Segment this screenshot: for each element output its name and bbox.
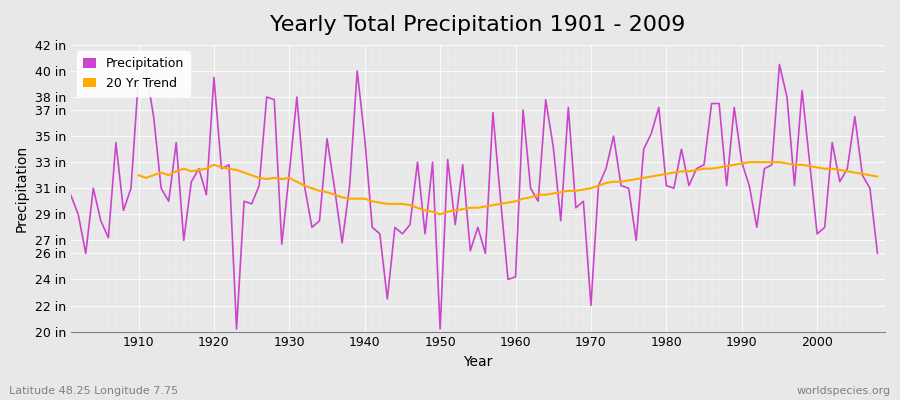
- Line: 20 Yr Trend: 20 Yr Trend: [139, 162, 878, 214]
- Precipitation: [872, 251, 883, 256]
- Precipitation: [231, 326, 242, 331]
- Precipitation: [148, 114, 159, 119]
- 20 Yr Trend: [133, 173, 144, 178]
- 20 Yr Trend: [329, 192, 340, 197]
- 20 Yr Trend: [872, 174, 883, 179]
- Precipitation: [66, 192, 77, 197]
- Precipitation: [194, 166, 204, 171]
- Precipitation: [789, 183, 800, 188]
- Precipitation: [450, 222, 461, 227]
- Y-axis label: Precipitation: Precipitation: [15, 145, 29, 232]
- Precipitation: [767, 162, 778, 167]
- 20 Yr Trend: [721, 164, 732, 168]
- Text: worldspecies.org: worldspecies.org: [796, 386, 891, 396]
- Title: Yearly Total Precipitation 1901 - 2009: Yearly Total Precipitation 1901 - 2009: [270, 15, 686, 35]
- Legend: Precipitation, 20 Yr Trend: Precipitation, 20 Yr Trend: [76, 51, 190, 96]
- 20 Yr Trend: [744, 160, 755, 164]
- Precipitation: [714, 101, 724, 106]
- X-axis label: Year: Year: [464, 355, 492, 369]
- 20 Yr Trend: [533, 192, 544, 197]
- Line: Precipitation: Precipitation: [71, 64, 878, 329]
- 20 Yr Trend: [510, 199, 521, 204]
- Precipitation: [774, 62, 785, 67]
- 20 Yr Trend: [307, 186, 318, 191]
- 20 Yr Trend: [359, 196, 370, 201]
- Text: Latitude 48.25 Longitude 7.75: Latitude 48.25 Longitude 7.75: [9, 386, 178, 396]
- 20 Yr Trend: [435, 212, 446, 217]
